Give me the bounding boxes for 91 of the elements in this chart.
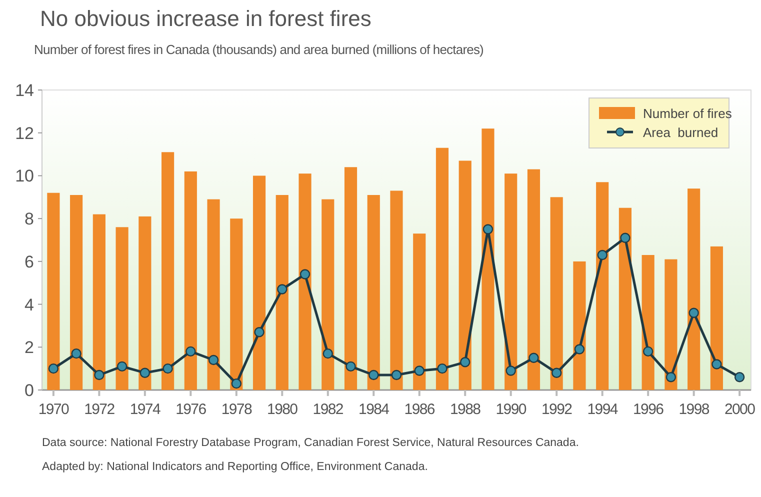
chart-subtitle: Number of forest fires in Canada (thousands) and area burned (millions of hectares) (34, 42, 484, 57)
bar (710, 246, 723, 390)
x-tick-label: 1984 (358, 401, 390, 418)
bar (70, 195, 83, 390)
bar (207, 199, 220, 390)
bar (436, 148, 449, 390)
bar (92, 214, 106, 390)
bar (162, 152, 174, 390)
point (208, 354, 219, 366)
x-tick-label: 1988 (450, 401, 481, 418)
point (574, 344, 585, 354)
bar (527, 169, 540, 390)
point (688, 308, 699, 318)
legend-label: Number of fires (643, 106, 732, 121)
x-tick-label: 1994 (587, 401, 618, 418)
text: Adapted by: National Indicators and Reporting Office, Environment Canada. (42, 461, 428, 473)
bar (184, 171, 197, 390)
x-tick-label: 1982 (312, 401, 344, 418)
bar (573, 261, 586, 390)
point (71, 348, 82, 359)
bar (367, 195, 380, 390)
bar (504, 174, 518, 390)
x-tick-label: 1974 (130, 401, 160, 418)
bar (116, 227, 128, 390)
bar (138, 216, 152, 390)
point (666, 372, 676, 382)
bar (252, 176, 266, 390)
y-tick-label: 14 (15, 81, 34, 100)
y-tick-label: 10 (15, 166, 34, 186)
x-tick-label: 1996 (632, 401, 664, 418)
legend-label: Area burned (643, 125, 718, 140)
point (391, 370, 402, 380)
bar (550, 197, 563, 390)
bar (618, 208, 632, 390)
point (642, 346, 654, 357)
x-tick-label: 1978 (221, 401, 252, 418)
bar (688, 188, 700, 390)
y-tick-label: 0 (24, 381, 34, 400)
bar (642, 255, 654, 390)
x-tick-label: 1998 (678, 401, 710, 418)
point (186, 346, 196, 357)
point (482, 224, 494, 234)
point (528, 352, 539, 363)
point (414, 366, 424, 376)
point (734, 372, 745, 382)
chart-title: No obvious increase in forest fires (40, 6, 372, 31)
source-note: Data source: National Forestry Database Program, Canadian Forest Service, Natural Resources Canada. (42, 437, 579, 449)
point (277, 284, 288, 294)
point (48, 363, 59, 374)
x-tick-label: 1972 (84, 401, 115, 418)
point (437, 363, 448, 374)
point (300, 269, 310, 280)
y-tick-label: 4 (24, 295, 34, 314)
point (346, 361, 356, 372)
point (460, 357, 470, 368)
bar (344, 167, 358, 390)
x-tick-label: 2000 (724, 401, 756, 418)
bar (298, 174, 312, 390)
bar (230, 218, 243, 390)
x-tick-label: 1992 (542, 401, 572, 418)
point (506, 366, 516, 376)
point (254, 327, 264, 338)
point (551, 368, 562, 378)
x-tick-label: 1970 (38, 401, 69, 418)
y-tick-label: 8 (24, 210, 34, 229)
bar (596, 182, 609, 390)
bar (458, 160, 472, 390)
x-tick-label: 1986 (404, 401, 435, 418)
y-tick-label: 6 (24, 252, 34, 272)
bar (276, 195, 288, 390)
y-tick-label: 12 (15, 124, 34, 143)
point (162, 363, 173, 374)
bar (664, 259, 678, 390)
point (620, 232, 630, 243)
bar (482, 128, 494, 390)
point (368, 370, 379, 380)
y-tick-label: 2 (24, 338, 34, 358)
bar (390, 190, 403, 390)
bar (322, 199, 334, 390)
point (116, 361, 128, 372)
point (712, 359, 722, 370)
x-tick-label: 1990 (496, 401, 526, 418)
point (140, 368, 150, 378)
point (231, 378, 242, 389)
x-tick-label: 1976 (176, 401, 206, 418)
point (94, 370, 104, 380)
x-tick-label: 1980 (267, 401, 298, 418)
point (322, 348, 333, 359)
point (597, 250, 608, 260)
bar (47, 192, 60, 390)
bar (413, 234, 426, 390)
